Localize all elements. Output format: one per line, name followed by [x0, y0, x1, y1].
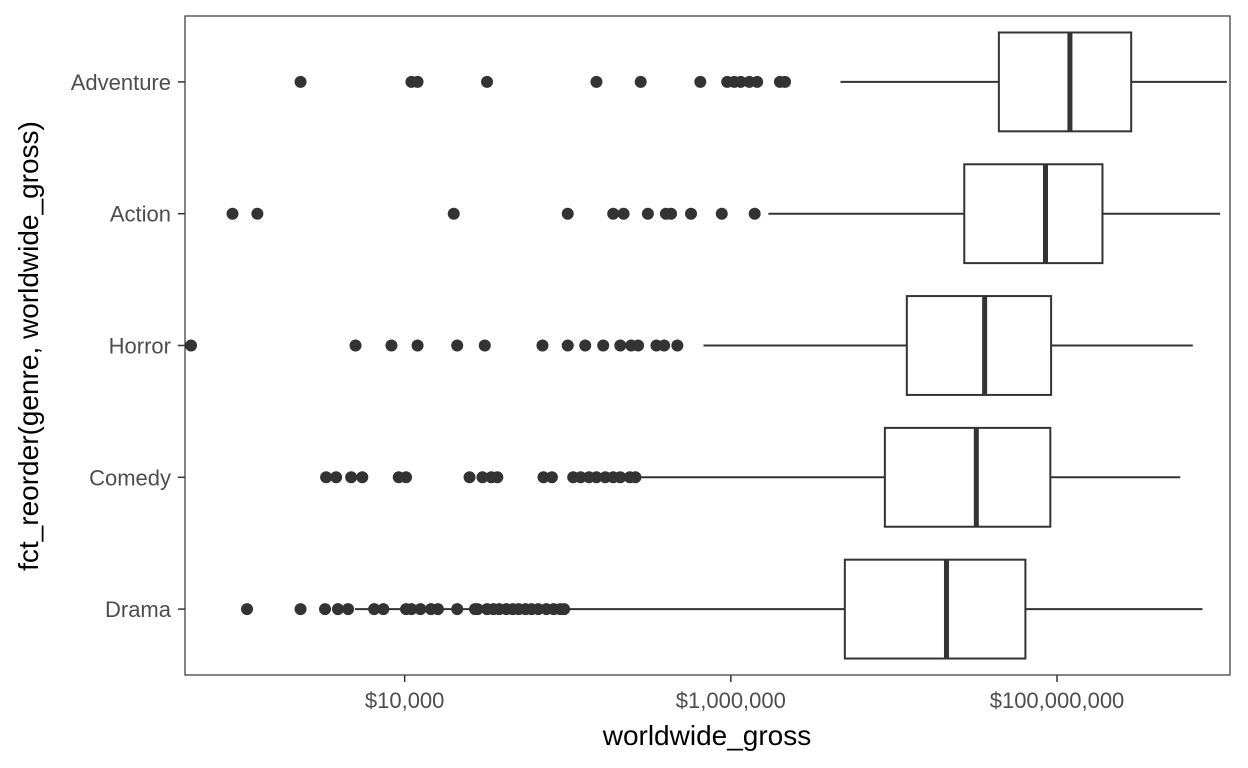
x-axis-title: worldwide_gross	[602, 720, 812, 751]
outlier-point-horror	[451, 339, 464, 352]
outlier-point-horror	[478, 339, 491, 352]
plot-content	[185, 31, 1227, 660]
outlier-point-adventure	[590, 75, 603, 88]
outlier-point-comedy	[629, 471, 642, 484]
outlier-point-drama	[471, 603, 484, 616]
box-group-adventure	[294, 31, 1227, 133]
outlier-point-horror	[385, 339, 398, 352]
outlier-point-adventure	[634, 75, 647, 88]
outlier-point-adventure	[411, 75, 424, 88]
outlier-point-comedy	[463, 471, 476, 484]
outlier-point-drama	[241, 603, 254, 616]
outlier-point-adventure	[779, 75, 792, 88]
outlier-point-comedy	[345, 471, 358, 484]
box-group-action	[226, 163, 1221, 265]
outlier-point-horror	[411, 339, 424, 352]
outlier-point-drama	[414, 603, 427, 616]
outlier-point-comedy	[356, 471, 369, 484]
y-tick-label-horror: Horror	[109, 334, 171, 359]
x-tick-label: $100,000,000	[990, 688, 1125, 713]
outlier-point-horror	[185, 339, 198, 352]
y-tick-label-drama: Drama	[105, 597, 172, 622]
outlier-point-comedy	[590, 471, 603, 484]
outlier-point-drama	[377, 603, 390, 616]
outlier-point-action	[665, 207, 678, 220]
outlier-point-comedy	[574, 471, 587, 484]
outlier-point-action	[641, 207, 654, 220]
outlier-point-action	[226, 207, 239, 220]
box-adventure	[997, 31, 1133, 133]
outlier-point-comedy	[614, 471, 627, 484]
outlier-point-drama	[558, 603, 571, 616]
box-group-comedy	[320, 426, 1181, 528]
y-tick-label-action: Action	[110, 202, 171, 227]
outlier-point-action	[748, 207, 761, 220]
outlier-point-horror	[658, 339, 671, 352]
outlier-point-action	[561, 207, 574, 220]
outlier-point-horror	[579, 339, 592, 352]
y-axis-title: fct_reorder(genre, worldwide_gross)	[13, 121, 44, 571]
outlier-point-comedy	[545, 471, 558, 484]
outlier-point-drama	[319, 603, 332, 616]
outlier-point-adventure	[694, 75, 707, 88]
outlier-point-action	[607, 207, 620, 220]
outlier-point-drama	[342, 603, 355, 616]
outlier-point-comedy	[476, 471, 489, 484]
outlier-point-drama	[368, 603, 381, 616]
outlier-point-horror	[561, 339, 574, 352]
outlier-point-horror	[597, 339, 610, 352]
outlier-point-horror	[614, 339, 627, 352]
outlier-point-adventure	[294, 75, 307, 88]
outlier-point-action	[617, 207, 630, 220]
outlier-point-drama	[431, 603, 444, 616]
outlier-point-horror	[632, 339, 645, 352]
outlier-point-drama	[451, 603, 464, 616]
y-tick-label-comedy: Comedy	[89, 465, 171, 490]
outlier-point-comedy	[537, 471, 550, 484]
outlier-point-comedy	[330, 471, 343, 484]
box-group-drama	[241, 558, 1203, 660]
outlier-point-drama	[405, 603, 418, 616]
box-group-horror	[185, 295, 1193, 396]
outlier-point-action	[251, 207, 264, 220]
outlier-point-adventure	[734, 75, 747, 88]
y-axis: Drama Comedy Horror Action Adventure	[71, 70, 185, 622]
box-horror	[905, 295, 1053, 396]
y-tick-label-adventure: Adventure	[71, 70, 171, 95]
outlier-point-comedy	[491, 471, 504, 484]
outlier-point-action	[715, 207, 728, 220]
outlier-point-drama	[331, 603, 344, 616]
x-tick-label: $10,000	[365, 688, 445, 713]
outlier-point-action	[447, 207, 460, 220]
outlier-point-horror	[349, 339, 362, 352]
x-axis: $10,000 $1,000,000 $100,000,000	[365, 675, 1124, 713]
outlier-point-horror	[671, 339, 684, 352]
outlier-point-comedy	[320, 471, 333, 484]
outlier-point-comedy	[400, 471, 413, 484]
outlier-point-adventure	[481, 75, 494, 88]
box-comedy	[883, 426, 1052, 528]
x-tick-label: $1,000,000	[676, 688, 786, 713]
outlier-point-drama	[294, 603, 307, 616]
outlier-point-action	[685, 207, 698, 220]
outlier-point-adventure	[751, 75, 764, 88]
outlier-point-horror	[536, 339, 549, 352]
box-action	[963, 163, 1104, 265]
box-drama	[843, 558, 1027, 660]
